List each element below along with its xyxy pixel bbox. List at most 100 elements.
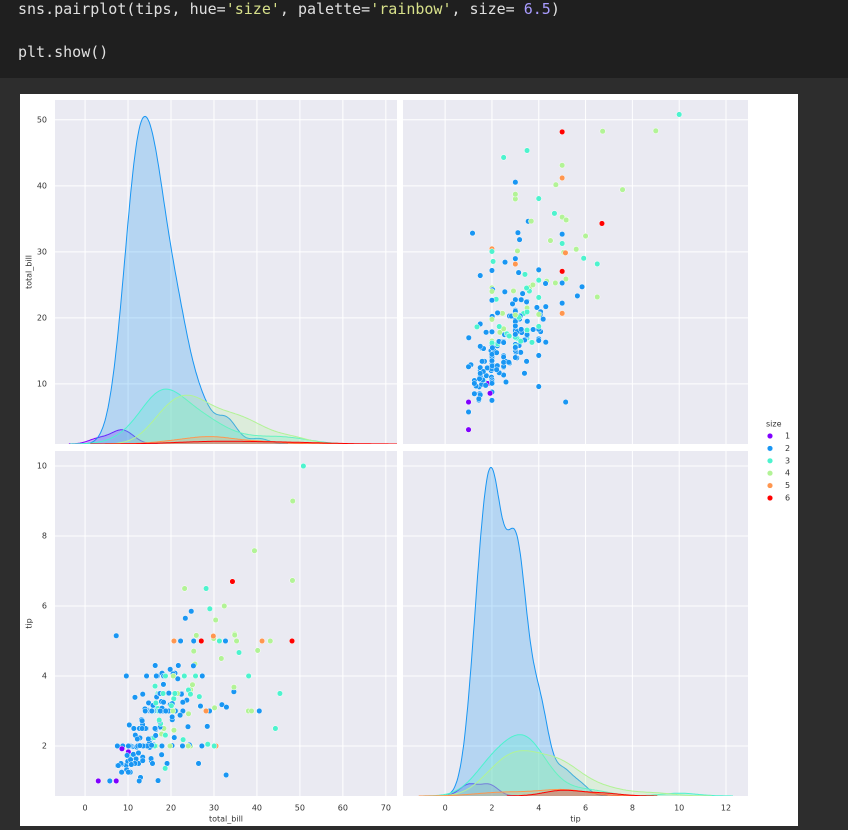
- scatter-point: [218, 655, 225, 662]
- x-tick-label: 2: [489, 804, 494, 813]
- scatter-point: [516, 236, 523, 243]
- scatter-point: [483, 329, 490, 336]
- scatter-point: [197, 703, 204, 710]
- scatter-point: [500, 359, 507, 366]
- scatter-point: [512, 322, 519, 329]
- code-token: ): [550, 0, 560, 18]
- y-tick-label: 10: [37, 462, 47, 471]
- scatter-point: [204, 723, 211, 730]
- scatter-point: [142, 707, 149, 715]
- legend-marker: [766, 494, 774, 502]
- scatter-point: [562, 399, 569, 406]
- scatter-point: [199, 672, 206, 680]
- scatter-point: [514, 229, 521, 236]
- scatter-point: [114, 742, 121, 750]
- scatter-point: [198, 637, 205, 645]
- scatter-point: [230, 684, 237, 691]
- scatter-point: [118, 745, 125, 752]
- panel: [55, 451, 397, 796]
- scatter-point: [475, 395, 482, 402]
- x-tick-label: 10: [123, 804, 133, 813]
- scatter-point: [157, 707, 164, 715]
- scatter-point: [145, 735, 152, 743]
- panel-background: [403, 451, 748, 796]
- scatter-point: [489, 344, 496, 351]
- scatter-point: [165, 690, 172, 697]
- scatter-point: [535, 266, 542, 273]
- scatter-point: [139, 725, 146, 732]
- x-tick-label: 6: [583, 804, 588, 813]
- scatter-point: [202, 707, 210, 715]
- scatter-point: [676, 111, 683, 118]
- scatter-point: [235, 649, 243, 656]
- scatter-point: [599, 128, 606, 135]
- x-tick-label: 30: [209, 804, 219, 813]
- scatter-point: [181, 585, 188, 592]
- scatter-point: [126, 721, 133, 729]
- scatter-point: [162, 672, 169, 680]
- scatter-point: [231, 631, 238, 639]
- scatter-point: [130, 725, 137, 732]
- scatter-point: [494, 309, 501, 316]
- scatter-point: [496, 323, 503, 330]
- scatter-point: [160, 690, 167, 697]
- scatter-point: [559, 268, 566, 275]
- scatter-point: [288, 637, 296, 645]
- scatter-point: [179, 699, 186, 706]
- scatter-point: [152, 732, 159, 739]
- legend-label: 6: [785, 494, 790, 503]
- scatter-point: [512, 344, 519, 351]
- scatter-point: [135, 749, 142, 757]
- scatter-point: [174, 675, 181, 682]
- scatter-point: [563, 216, 570, 224]
- scatter-point: [272, 725, 279, 732]
- scatter-point: [465, 426, 472, 433]
- scatter-point: [562, 275, 569, 283]
- scatter-point: [471, 390, 478, 397]
- panel-background: [55, 100, 397, 444]
- scatter-point: [195, 760, 202, 767]
- kde-line: [68, 429, 158, 444]
- scatter-point: [476, 375, 483, 382]
- scatter-point: [505, 359, 512, 366]
- scatter-point: [528, 339, 536, 346]
- kde-line: [441, 783, 517, 796]
- scatter-point: [212, 616, 219, 624]
- scatter-point: [488, 248, 495, 255]
- kde-line: [102, 394, 347, 444]
- scatter-point: [190, 648, 197, 655]
- scatter-point: [267, 637, 274, 645]
- scatter-point: [582, 232, 589, 240]
- scatter-point: [524, 327, 531, 334]
- scatter-point: [179, 742, 186, 750]
- scatter-point: [530, 326, 537, 333]
- scatter-point: [222, 637, 229, 645]
- scatter-point: [158, 751, 165, 758]
- scatter-point: [488, 357, 495, 364]
- scatter-point: [515, 269, 522, 276]
- scatter-point: [562, 249, 569, 256]
- scatter-point: [535, 337, 542, 344]
- x-tick-label: 12: [721, 804, 731, 813]
- scatter-point: [559, 162, 566, 169]
- scatter-point: [465, 334, 472, 341]
- legend-title: size: [766, 420, 782, 429]
- legend-marker: [766, 445, 774, 452]
- code-token: , size=: [451, 0, 524, 18]
- scatter-point: [559, 240, 566, 247]
- kde-area: [81, 116, 289, 444]
- scatter-point: [559, 128, 566, 135]
- y-tick-label: 8: [42, 532, 47, 541]
- y-tick-label: 30: [37, 247, 47, 256]
- y-tick-label: 2: [42, 741, 47, 750]
- scatter-point: [502, 378, 510, 386]
- scatter-point: [139, 757, 146, 764]
- scatter-point: [493, 366, 500, 373]
- x-tick-label: 60: [338, 804, 348, 813]
- panel-background: [55, 451, 397, 796]
- scatter-point: [185, 710, 192, 717]
- scatter-point: [512, 191, 519, 198]
- scatter-point: [512, 354, 519, 361]
- scatter-point: [289, 577, 296, 584]
